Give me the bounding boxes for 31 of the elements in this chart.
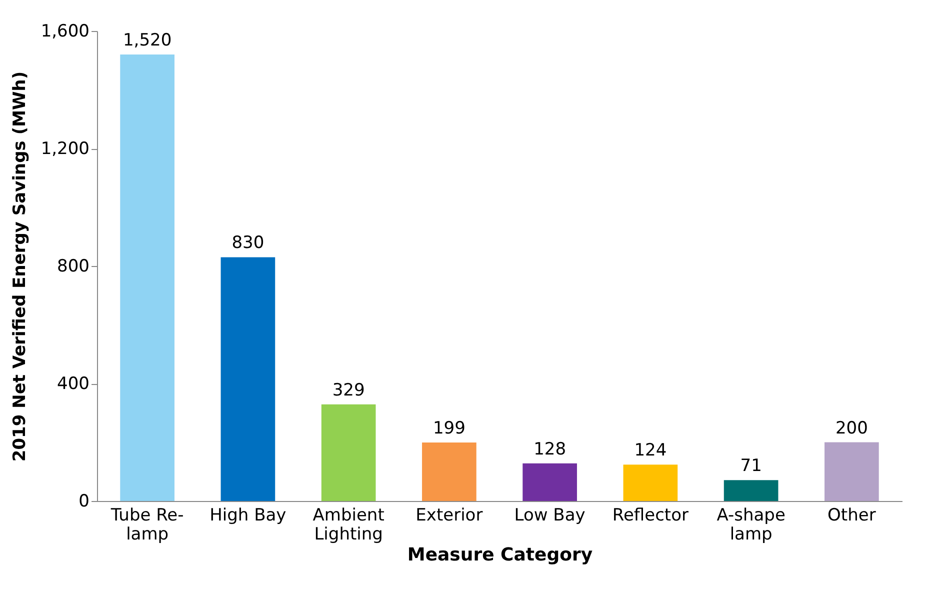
bar bbox=[824, 442, 879, 501]
y-tick-label: 1,200 bbox=[40, 139, 90, 159]
data-label: 199 bbox=[432, 418, 466, 439]
data-label: 71 bbox=[740, 456, 762, 476]
y-axis-title: 2019 Net Verified Energy Savings (MWh) bbox=[10, 71, 30, 462]
x-tick-label: Low Bay bbox=[514, 506, 586, 526]
data-label: 830 bbox=[232, 233, 264, 254]
y-tick-label: 400 bbox=[57, 374, 90, 394]
x-tick-label: A-shape lamp bbox=[716, 506, 786, 544]
bar bbox=[321, 404, 376, 501]
bar bbox=[724, 480, 778, 501]
y-tick-label: 800 bbox=[57, 256, 90, 276]
data-label: 124 bbox=[634, 440, 667, 461]
data-label: 329 bbox=[332, 380, 365, 400]
x-tick-label: Other bbox=[828, 506, 876, 526]
bar bbox=[623, 464, 678, 501]
x-tick-label: High Bay bbox=[210, 506, 286, 526]
y-tick-label: 0 bbox=[78, 492, 90, 512]
x-tick-label: Reflector bbox=[612, 506, 688, 526]
data-label: 128 bbox=[534, 439, 566, 460]
bar bbox=[522, 463, 577, 501]
bar bbox=[220, 257, 276, 501]
x-tick-label: Ambient Lighting bbox=[312, 506, 385, 544]
x-tick-label: Tube Re-lamp bbox=[110, 506, 184, 544]
y-tick-label: 1,600 bbox=[40, 22, 90, 42]
bar bbox=[422, 442, 476, 501]
x-tick-label: Exterior bbox=[416, 506, 483, 526]
data-label: 1,520 bbox=[122, 30, 172, 50]
data-label: 200 bbox=[835, 418, 868, 438]
bar bbox=[120, 54, 174, 501]
x-axis-title: Measure Category bbox=[407, 544, 593, 566]
